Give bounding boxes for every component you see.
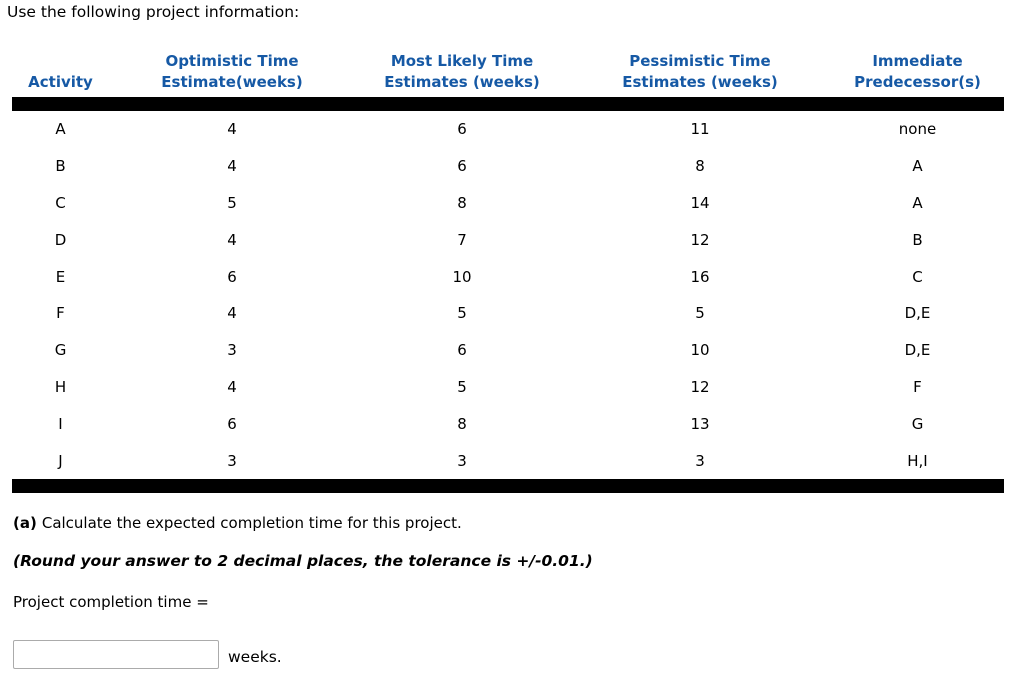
activity-cell: E — [55, 267, 66, 286]
most-likely-cell: 8 — [457, 414, 467, 433]
pessimistic-cell: 10 — [690, 341, 710, 360]
most-likely-cell: 6 — [457, 157, 467, 176]
activity-cell: C — [55, 193, 66, 212]
optimistic-cell: 4 — [227, 304, 237, 323]
optimistic-cell: 3 — [227, 451, 237, 470]
optimistic-cell: 3 — [227, 341, 237, 360]
optimistic-cell: 6 — [227, 414, 237, 433]
most-likely-cell: 6 — [457, 120, 467, 139]
header-pessimistic: Pessimistic Time Estimates (weeks) — [622, 52, 778, 91]
most-likely-cell: 7 — [457, 230, 467, 249]
page-title: Use the following project information: — [7, 3, 300, 21]
most-likely-cell: 3 — [457, 451, 467, 470]
rounding-note: (Round your answer to 2 decimal places, … — [13, 552, 593, 570]
table-top-divider-bar — [12, 97, 1004, 111]
predecessors-cell: H,I — [907, 451, 928, 470]
most-likely-cell: 8 — [457, 193, 467, 212]
predecessors-cell: none — [898, 120, 937, 139]
pessimistic-cell: 8 — [695, 157, 705, 176]
question-part-a: (a) Calculate the expected completion tim… — [13, 514, 462, 532]
pessimistic-cell: 16 — [690, 267, 710, 286]
predecessors-cell: C — [912, 267, 923, 286]
optimistic-cell: 4 — [227, 120, 237, 139]
activity-table: Activity Optimistic Time Estimate(weeks)… — [12, 46, 1004, 493]
pessimistic-cell: 12 — [690, 377, 710, 396]
table-header-row: Activity Optimistic Time Estimate(weeks)… — [12, 46, 1004, 97]
optimistic-cell: 6 — [227, 267, 237, 286]
optimistic-cell: 4 — [227, 157, 237, 176]
pessimistic-cell: 13 — [690, 414, 710, 433]
pessimistic-cell: 14 — [690, 193, 710, 212]
question-part-label: (a) — [13, 514, 37, 532]
predecessors-cell: A — [912, 157, 923, 176]
activity-cell: B — [55, 157, 66, 176]
answer-row: weeks. — [13, 640, 282, 669]
activity-cell: A — [55, 120, 66, 139]
most-likely-cell: 5 — [457, 377, 467, 396]
predecessors-cell: B — [912, 230, 923, 249]
activity-cell: I — [58, 414, 63, 433]
answer-prompt: Project completion time = — [13, 593, 209, 611]
header-predecessors: Immediate Predecessor(s) — [854, 52, 981, 91]
activity-cell: H — [54, 377, 67, 396]
answer-input[interactable] — [13, 640, 219, 669]
optimistic-cell: 5 — [227, 193, 237, 212]
pessimistic-cell: 3 — [695, 451, 705, 470]
pessimistic-cell: 12 — [690, 230, 710, 249]
predecessors-cell: D,E — [904, 341, 931, 360]
activity-cell: D — [54, 230, 67, 249]
predecessors-cell: D,E — [904, 304, 931, 323]
predecessors-cell: A — [912, 193, 923, 212]
activity-cell: J — [58, 451, 63, 470]
optimistic-cell: 4 — [227, 377, 237, 396]
activity-cell: G — [54, 341, 67, 360]
optimistic-cell: 4 — [227, 230, 237, 249]
activity-cell: F — [56, 304, 65, 323]
table-bottom-divider-bar — [12, 478, 1004, 493]
header-activity: Activity — [28, 73, 93, 91]
header-most-likely: Most Likely Time Estimates (weeks) — [384, 52, 540, 91]
table-body: A 4 6 11 none B 4 6 8 A C 5 8 14 A D 4 7… — [12, 111, 1004, 479]
unit-label: weeks. — [228, 648, 282, 666]
pessimistic-cell: 5 — [695, 304, 705, 323]
predecessors-cell: F — [913, 377, 922, 396]
most-likely-cell: 10 — [452, 267, 472, 286]
header-optimistic: Optimistic Time Estimate(weeks) — [161, 52, 303, 91]
most-likely-cell: 5 — [457, 304, 467, 323]
most-likely-cell: 6 — [457, 341, 467, 360]
question-part-text: Calculate the expected completion time f… — [41, 514, 462, 532]
pessimistic-cell: 11 — [690, 120, 710, 139]
predecessors-cell: G — [911, 414, 924, 433]
